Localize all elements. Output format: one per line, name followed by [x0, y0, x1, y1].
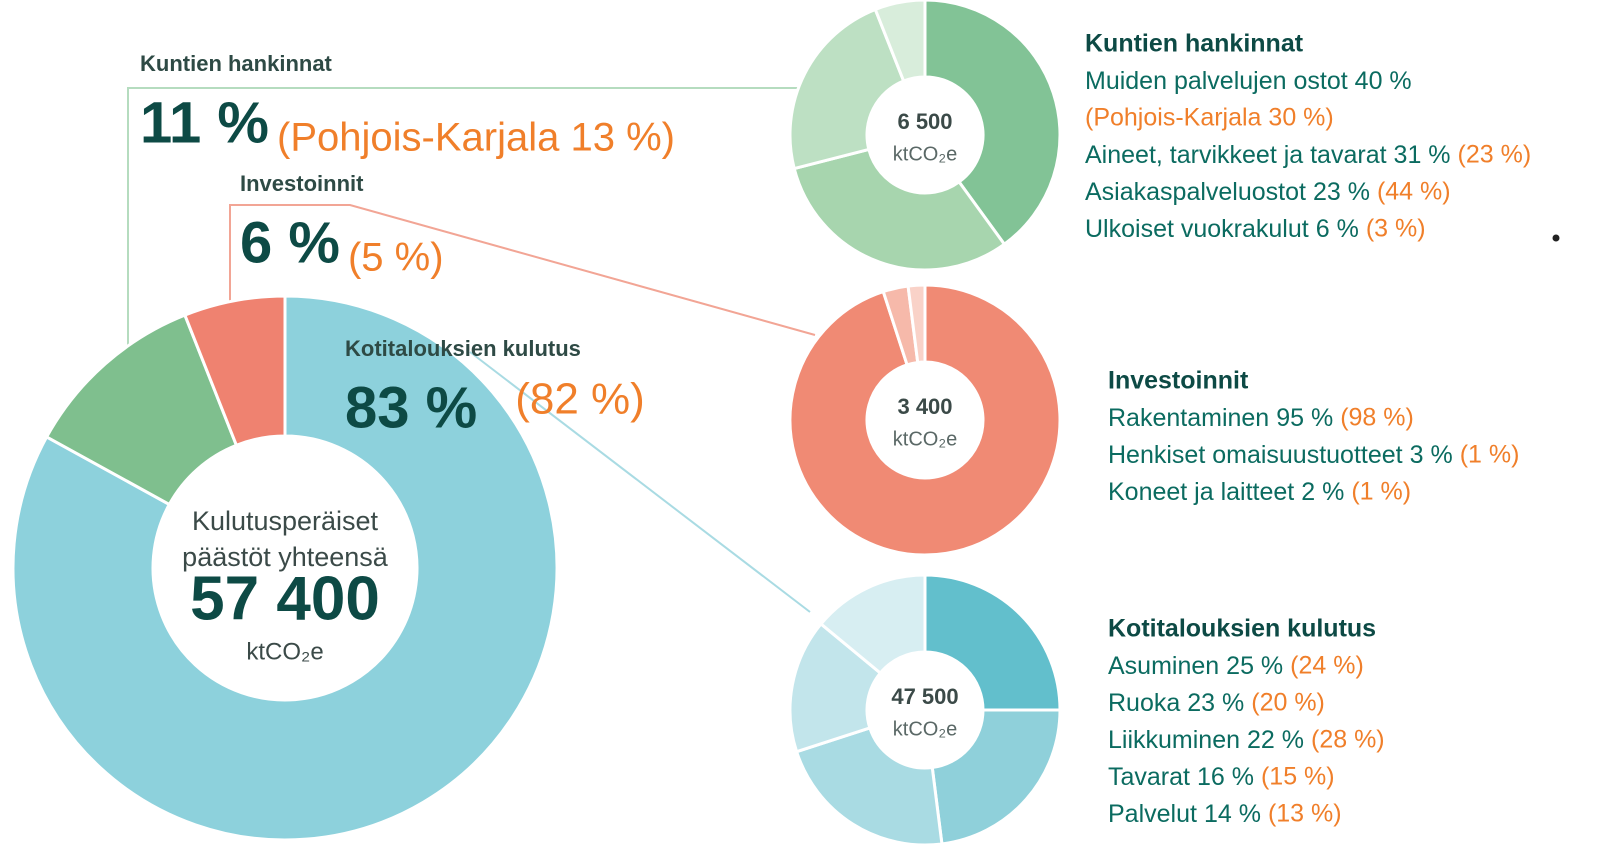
center-unit: ktCO₂e — [246, 638, 323, 665]
legend-name: Liikkuminen — [1108, 726, 1240, 754]
donut-segment — [930, 708, 1062, 846]
comparison-label: (98 %) — [1340, 404, 1414, 432]
legend-item: Palvelut 14 % — [1108, 800, 1261, 828]
donut-segment — [11, 294, 559, 842]
center-unit: ktCO₂e — [893, 143, 957, 165]
legend-title: Kotitalouksien kulutus — [1108, 615, 1376, 643]
legend-value: 31 % — [1394, 141, 1451, 169]
comparison-label: (Pohjois-Karjala 30 %) — [1085, 104, 1334, 132]
legend-name: Aineet, tarvikkeet ja tavarat — [1085, 141, 1387, 169]
category-label: Kuntien hankinnat — [140, 51, 333, 76]
center-total: 3 400 — [897, 394, 952, 419]
donut-segment — [923, 0, 1062, 247]
legend-item: Asiakaspalveluostot 23 % — [1085, 178, 1370, 206]
legend-title: Investoinnit — [1108, 367, 1249, 395]
legend-item: Koneet ja laitteet 2 % — [1108, 478, 1344, 506]
legend-name: Ruoka — [1108, 689, 1180, 717]
legend-value: 95 % — [1276, 404, 1333, 432]
donut-segment — [788, 7, 906, 171]
legend-value: 23 % — [1313, 178, 1370, 206]
comparison-label: (23 %) — [1458, 141, 1532, 169]
legend-title: Kuntien hankinnat — [1085, 30, 1304, 58]
legend-name: Ulkoiset vuokrakulut — [1085, 215, 1309, 243]
legend-value: 16 % — [1197, 763, 1254, 791]
donut-segment — [788, 283, 1062, 557]
legend-item: Liikkuminen 22 % — [1108, 726, 1304, 754]
legend-name: Asuminen — [1108, 652, 1219, 680]
donut-segment — [873, 0, 927, 84]
donut-segment — [923, 573, 1062, 712]
legend-name: Palvelut — [1108, 800, 1197, 828]
donut-segment — [906, 283, 927, 365]
comparison-label: (1 %) — [1460, 441, 1520, 469]
donut-segment — [818, 573, 927, 676]
legend-item: Tavarat 16 % — [1108, 763, 1254, 791]
legend-value: 22 % — [1247, 726, 1304, 754]
comparison-label: (82 %) — [515, 375, 645, 424]
legend-item: Muiden palvelujen ostot 40 % — [1085, 67, 1412, 95]
legend-name: Muiden palvelujen ostot — [1085, 67, 1348, 95]
center-unit: ktCO₂e — [893, 428, 957, 450]
legend-name: Asiakaspalveluostot — [1085, 178, 1306, 206]
center-unit: ktCO₂e — [893, 718, 957, 740]
legend-item: Ulkoiset vuokrakulut 6 % — [1085, 215, 1359, 243]
value-label: 6 % — [240, 210, 340, 275]
bullet — [1552, 234, 1560, 242]
legend-value: 3 % — [1410, 441, 1453, 469]
donut-segment — [792, 147, 1007, 272]
donut-segment — [182, 294, 287, 448]
center-text: päästöt yhteensä — [182, 542, 389, 572]
donut-segment — [794, 726, 944, 847]
legend-name: Tavarat — [1108, 763, 1190, 791]
comparison-label: (3 %) — [1366, 215, 1426, 243]
comparison-label: (44 %) — [1377, 178, 1451, 206]
legend-item: Rakentaminen 95 % — [1108, 404, 1333, 432]
legend-name: Koneet ja laitteet — [1108, 478, 1294, 506]
legend-item: Ruoka 23 % — [1108, 689, 1244, 717]
legend-value: 40 % — [1355, 67, 1412, 95]
category-label: Investoinnit — [240, 171, 364, 196]
legend-value: 23 % — [1187, 689, 1244, 717]
center-text: Kulutusperäiset — [192, 506, 379, 536]
legend-name: Henkiset omaisuustuotteet — [1108, 441, 1403, 469]
legend-name: Rakentaminen — [1108, 404, 1269, 432]
legend-item: Asuminen 25 % — [1108, 652, 1283, 680]
center-total: 47 500 — [891, 684, 958, 709]
legend-value: 2 % — [1301, 478, 1344, 506]
center-total: 6 500 — [897, 109, 952, 134]
legend-value: 25 % — [1226, 652, 1283, 680]
comparison-label: (24 %) — [1290, 652, 1364, 680]
category-label: Kotitalouksien kulutus — [345, 336, 581, 361]
legend-item: Aineet, tarvikkeet ja tavarat 31 % — [1085, 141, 1451, 169]
legend-value: 6 % — [1316, 215, 1359, 243]
center-total: 57 400 — [190, 564, 380, 633]
connector — [229, 204, 816, 336]
comparison-label: (5 %) — [348, 236, 444, 280]
value-label: 11 % — [140, 90, 269, 155]
value-label: 83 % — [345, 375, 477, 440]
comparison-label: (1 %) — [1351, 478, 1411, 506]
legend-item: Henkiset omaisuustuotteet 3 % — [1108, 441, 1453, 469]
legend-value: 14 % — [1204, 800, 1261, 828]
comparison-label: (13 %) — [1268, 800, 1342, 828]
comparison-label: (20 %) — [1251, 689, 1325, 717]
comparison-label: (28 %) — [1311, 726, 1385, 754]
connector — [127, 87, 800, 345]
comparison-label: (Pohjois-Karjala 13 %) — [277, 116, 675, 160]
connector — [469, 351, 811, 613]
comparison-label: (15 %) — [1261, 763, 1335, 791]
